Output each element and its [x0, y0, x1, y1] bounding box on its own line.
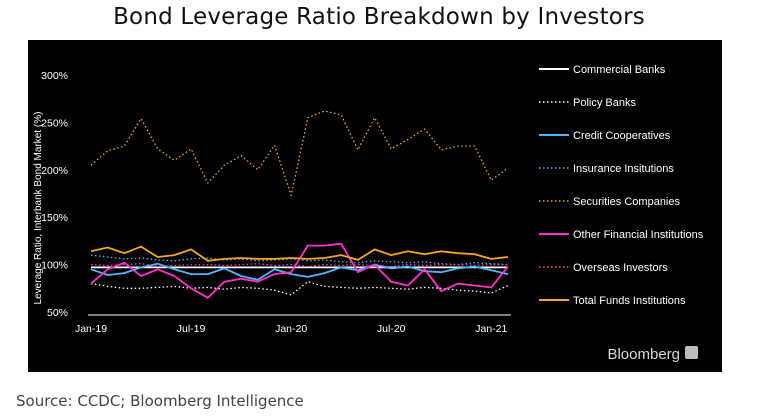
bloomberg-logo: Bloomberg — [607, 346, 698, 363]
legend-label: Total Funds Institutions — [573, 295, 686, 307]
y-axis-label: Leverage Ratio, Interbank Bond Market (%… — [33, 112, 44, 305]
page-title: Bond Leverage Ratio Breakdown by Investo… — [113, 4, 645, 30]
y-tick-label: 50% — [47, 307, 68, 319]
legend-label: Overseas Investors — [573, 262, 668, 274]
line-chart: Leverage Ratio, Interbank Bond Market (%… — [28, 40, 722, 372]
legend-label: Credit Cooperatives — [573, 130, 671, 142]
legend-label: Insurance Insitutions — [573, 163, 674, 175]
x-tick-label: Jul-20 — [377, 323, 406, 335]
bloomberg-logo-icon — [685, 346, 698, 359]
legend-label: Commercial Banks — [573, 64, 666, 76]
x-tick-label: Jan-20 — [275, 323, 307, 335]
y-tick-label: 300% — [41, 70, 68, 82]
series-line-total-funds-institutions — [90, 245, 509, 262]
y-tick-label: 200% — [41, 165, 68, 177]
series-line-overseas-investors — [90, 263, 508, 268]
chart-background — [28, 40, 722, 372]
y-tick-label: 250% — [41, 117, 68, 129]
x-tick-label: Jul-19 — [177, 323, 206, 335]
x-tick-label: Jan-19 — [75, 323, 107, 335]
y-tick-label: 150% — [41, 212, 68, 224]
legend-label: Other Financial Institutions — [573, 229, 704, 241]
series-line-policy-banks — [90, 281, 509, 296]
series-line-credit-cooperatives — [90, 262, 509, 281]
series-line-securities-companies — [90, 110, 509, 197]
brand-text: Bloomberg — [607, 346, 680, 363]
source-note: Source: CCDC; Bloomberg Intelligence — [16, 392, 304, 410]
legend-label: Policy Banks — [573, 97, 636, 109]
x-tick-label: Jan-21 — [475, 323, 507, 335]
legend-label: Securities Companies — [573, 196, 680, 208]
y-tick-label: 100% — [41, 260, 68, 272]
